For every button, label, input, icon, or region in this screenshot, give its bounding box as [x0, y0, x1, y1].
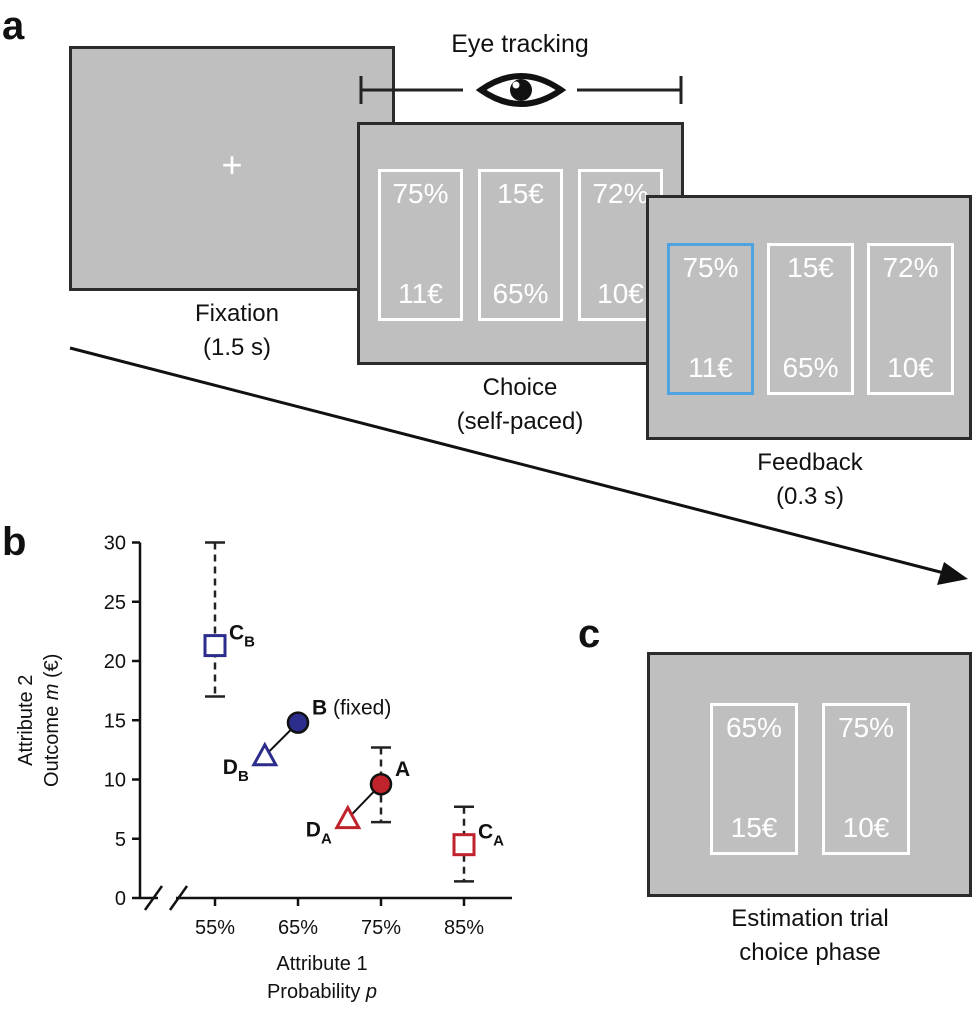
y-tick-label: 20	[104, 651, 126, 673]
card-bottom-value: 10€	[842, 812, 890, 843]
point-DB	[251, 741, 279, 767]
x-axis-label-2: Probability p	[267, 981, 377, 1003]
y-tick-label: 5	[115, 829, 126, 851]
panel-c-letter: c	[578, 612, 601, 656]
feedback-duration: (0.3 s)	[775, 483, 844, 510]
eye-tracking-label: Eye tracking	[451, 30, 589, 58]
card-top-value: 75%	[682, 252, 739, 283]
y-axis-label-1: Attribute 2	[15, 675, 37, 766]
fixation-label: Fixation	[194, 300, 280, 327]
y-tick-label: 30	[104, 533, 126, 555]
choice-label: Choice	[482, 374, 558, 401]
choice-screen: 75% 11€ 15€ 65% 72% 10€	[357, 122, 684, 365]
feedback-caption: Feedback (0.3 s)	[700, 446, 920, 514]
card-top-value: 75%	[392, 178, 449, 209]
estimation-label: Estimation trial	[731, 905, 889, 932]
y-tick-label: 25	[104, 592, 126, 614]
point-A	[369, 772, 393, 796]
point-DA	[334, 804, 362, 830]
estimation-screen: 65% 15€ 75% 10€	[647, 652, 972, 897]
feedback-card-selected: 75% 11€	[667, 243, 754, 395]
card-top-value: 72%	[592, 178, 649, 209]
axis-break-mark	[143, 885, 164, 911]
x-tick-label: 75%	[361, 917, 401, 939]
card-bottom-value: 65%	[492, 278, 549, 309]
x-tick-label: 85%	[444, 917, 484, 939]
eye-icon	[475, 73, 567, 107]
fixation-caption: Fixation (1.5 s)	[132, 297, 342, 365]
x-tick-label: 55%	[195, 917, 235, 939]
card-top-value: 72%	[882, 252, 939, 283]
card-bottom-value: 11€	[398, 278, 443, 309]
estimation-caption: Estimation trial choice phase	[680, 902, 940, 970]
x-axis-label: Attribute 1	[276, 953, 367, 975]
choice-duration: (self-paced)	[456, 408, 584, 435]
x-tick-label: 65%	[278, 917, 318, 939]
feedback-card-2: 15€ 65%	[767, 243, 854, 395]
point-B	[286, 711, 310, 734]
point-label-CB: CB	[229, 622, 255, 651]
estimation-card-2: 75% 10€	[822, 703, 910, 855]
choice-caption: Choice (self-paced)	[410, 371, 630, 439]
point-label-B: B (fixed)	[312, 697, 391, 720]
choice-card-1: 75% 11€	[378, 169, 463, 321]
card-top-value: 75%	[837, 712, 895, 743]
estimation-phase: choice phase	[739, 939, 881, 966]
feedback-screen: 75% 11€ 15€ 65% 72% 10€	[646, 195, 972, 440]
y-tick-label: 0	[115, 888, 126, 910]
panel-a-letter: a	[2, 4, 25, 48]
axis-break-mark	[168, 885, 189, 911]
card-bottom-value: 10€	[597, 278, 644, 309]
card-top-value: 65%	[725, 712, 783, 743]
card-bottom-value: 15€	[730, 812, 778, 843]
card-bottom-value: 10€	[887, 352, 934, 383]
point-label-CA: CA	[478, 821, 504, 850]
card-bottom-value: 11€	[688, 352, 733, 383]
y-axis-label-2: Outcome m (€)	[41, 654, 63, 787]
y-axis-label: Attribute 2 Outcome m (€)	[15, 654, 63, 787]
point-CA	[452, 833, 476, 857]
point-label-DA: DA	[306, 819, 332, 848]
eye-tracking-bracket	[359, 73, 683, 107]
fixation-duration: (1.5 s)	[202, 334, 271, 361]
panel-b-letter: b	[2, 520, 27, 564]
point-label-DB: DB	[223, 756, 249, 785]
fixation-screen: +	[69, 46, 395, 291]
fixation-cross: +	[221, 144, 243, 185]
card-top-value: 15€	[497, 178, 544, 209]
y-tick-label: 15	[104, 710, 126, 732]
y-tick-label: 10	[104, 770, 126, 792]
feedback-card-3: 72% 10€	[867, 243, 954, 395]
estimation-card-1: 65% 15€	[710, 703, 798, 855]
card-bottom-value: 65%	[782, 352, 839, 383]
point-CB	[203, 634, 227, 658]
feedback-label: Feedback	[757, 449, 863, 476]
point-label-A: A	[395, 758, 410, 781]
scatter-chart: 0 5 10 15 20 25 30 55% 65% 75% 85% Attribute 1 Prob…	[15, 533, 512, 1003]
choice-card-2: 15€ 65%	[478, 169, 563, 321]
card-top-value: 15€	[787, 252, 834, 283]
